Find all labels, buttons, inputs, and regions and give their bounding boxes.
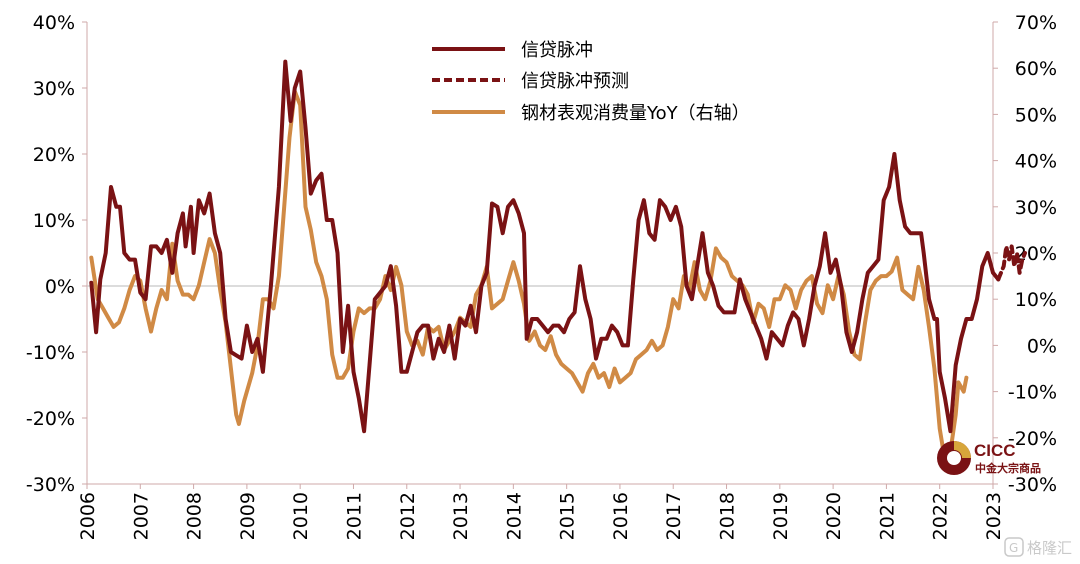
legend-label-credit-impulse: 信贷脉冲	[521, 40, 593, 61]
left-axis-tick-label: 10%	[33, 210, 75, 232]
cicc-logo-text: CICC	[974, 441, 1016, 460]
x-axis-tick-label: 2016	[610, 492, 632, 540]
cicc-logo-subtext: 中金大宗商品	[975, 461, 1041, 475]
x-axis-tick-labels: 2006 2007 2008 2009 2010 2011 2012 2013 2014 2015…	[77, 484, 1005, 540]
axes	[86, 22, 994, 485]
left-axis-tick-label: 30%	[33, 78, 75, 100]
right-axis-tick-label: 10%	[1015, 289, 1057, 311]
x-axis-tick-label: 2013	[450, 492, 472, 540]
cicc-logo-emblem-center	[947, 451, 961, 465]
series-line-steel-consumption-yoy	[89, 89, 969, 463]
left-axis-tick-label: -20%	[26, 408, 75, 430]
watermark: G 格隆汇	[1004, 537, 1072, 557]
right-axis-tick-label: -30%	[1008, 474, 1057, 496]
right-axis-tick-label: 40%	[1015, 151, 1057, 173]
watermark-icon-glyph: G	[1009, 541, 1018, 555]
legend: 信贷脉冲 信贷脉冲预测 钢材表观消费量YoY（右轴）	[432, 40, 750, 124]
x-axis-tick-label: 2021	[876, 492, 898, 540]
left-axis-tick-label: 20%	[33, 144, 75, 166]
x-axis-tick-label: 2017	[663, 492, 685, 540]
left-axis-tick-label: 0%	[45, 276, 75, 298]
x-axis-tick-label: 2006	[77, 492, 99, 540]
x-axis-tick-label: 2018	[717, 492, 739, 540]
right-axis-tick-label: -10%	[1008, 382, 1057, 404]
left-axis-tick-label: -30%	[26, 474, 75, 496]
left-axis-tick-label: 40%	[33, 12, 75, 34]
x-axis-tick-label: 2020	[823, 492, 845, 540]
x-axis-tick-label: 2010	[290, 492, 312, 540]
cicc-logo-emblem-accent	[954, 441, 971, 458]
series-layer	[89, 59, 1027, 463]
series-line-credit-impulse	[89, 59, 1001, 434]
right-axis-tick-label: 70%	[1015, 12, 1057, 34]
right-axis-tick-label: -20%	[1008, 428, 1057, 450]
left-axis-tick-label: -10%	[26, 342, 75, 364]
x-axis-tick-label: 2007	[130, 492, 152, 540]
x-axis-tick-label: 2008	[184, 492, 206, 540]
right-axis-tick-label: 0%	[1027, 335, 1057, 357]
x-axis-tick-label: 2023	[983, 492, 1005, 540]
x-axis-tick-label: 2015	[557, 492, 579, 540]
x-axis-tick-label: 2019	[770, 492, 792, 540]
right-axis-tick-label: 20%	[1015, 243, 1057, 265]
x-axis-tick-label: 2011	[343, 492, 365, 540]
cicc-logo: CICC 中金大宗商品	[937, 441, 1041, 475]
legend-label-steel-consumption: 钢材表观消费量YoY（右轴）	[521, 103, 750, 124]
x-axis-tick-label: 2009	[237, 492, 259, 540]
right-axis-tick-label: 60%	[1015, 58, 1057, 80]
right-axis-tick-label: 50%	[1015, 104, 1057, 126]
x-axis-tick-label: 2022	[930, 492, 952, 540]
left-axis-tick-labels: 40% 30% 20% 10% 0% -10% -20% -30%	[26, 12, 87, 496]
right-axis-tick-labels: 70% 60% 50% 40% 30% 20% 10% 0% -10% -20% -30%	[993, 12, 1057, 496]
watermark-icon	[1004, 537, 1024, 557]
watermark-text: 格隆汇	[1027, 539, 1072, 557]
right-axis-tick-label: 30%	[1015, 197, 1057, 219]
x-axis-tick-label: 2012	[397, 492, 419, 540]
x-axis-tick-label: 2014	[503, 492, 525, 540]
legend-label-credit-impulse-forecast: 信贷脉冲预测	[521, 71, 629, 92]
series-line-credit-impulse-forecast	[996, 244, 1027, 282]
